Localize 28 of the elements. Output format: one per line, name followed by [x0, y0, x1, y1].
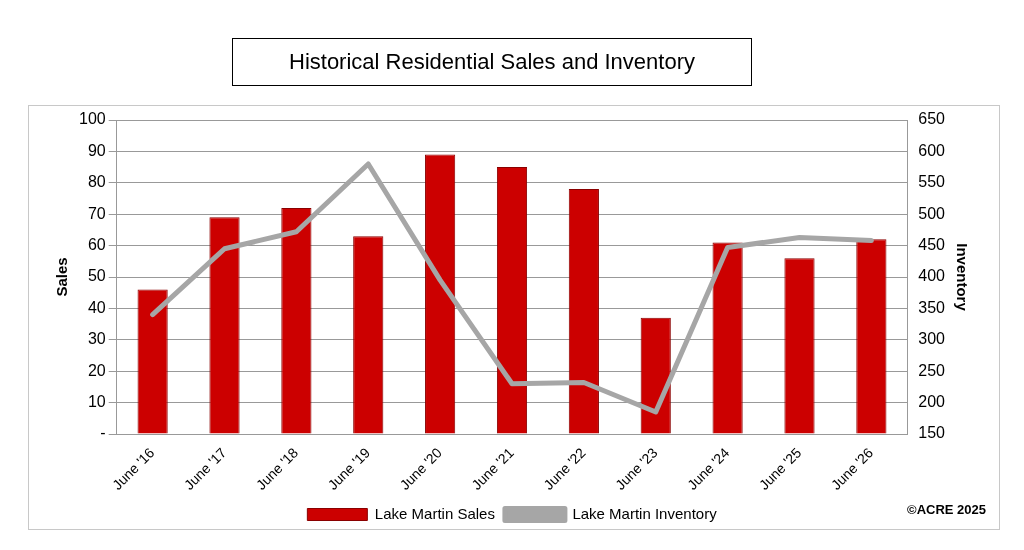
- y-tick-label: 20: [87, 361, 106, 379]
- y2-tick-label: 400: [918, 267, 946, 285]
- y-axis-title: Sales: [53, 257, 71, 297]
- y2-tick-label: 550: [918, 173, 946, 191]
- y2-tick-label: 500: [918, 204, 946, 222]
- y2-tick-label: 600: [918, 141, 946, 159]
- y-tick-label: 80: [87, 173, 106, 191]
- y2-axis-title: Inventory: [953, 243, 971, 312]
- y2-tick-label: 300: [918, 330, 946, 348]
- y2-tick-label: 450: [918, 236, 946, 254]
- y-tick-label: 100: [78, 110, 106, 128]
- text: ©ACRE 2025: [907, 502, 986, 517]
- legend-label: Lake Martin Inventory: [572, 504, 718, 522]
- y-tick-label: 70: [87, 204, 106, 222]
- y-tick-label: -: [100, 424, 106, 442]
- y-tick-label: 90: [87, 141, 106, 159]
- y2-tick-label: 200: [918, 393, 946, 411]
- y2-tick-label: 250: [918, 361, 946, 379]
- y-tick-label: 60: [87, 236, 106, 254]
- y2-tick-label: 650: [918, 110, 946, 128]
- legend-label: Lake Martin Sales: [374, 504, 495, 522]
- y2-tick-label: 350: [918, 298, 946, 316]
- y-tick-label: 40: [87, 298, 106, 316]
- y-tick-label: 50: [87, 267, 106, 285]
- chart-title: Historical Residential Sales and Inventory: [232, 38, 752, 86]
- y2-tick-label: 150: [918, 424, 946, 442]
- y-tick-label: 30: [87, 330, 106, 348]
- y-tick-label: 10: [87, 393, 106, 411]
